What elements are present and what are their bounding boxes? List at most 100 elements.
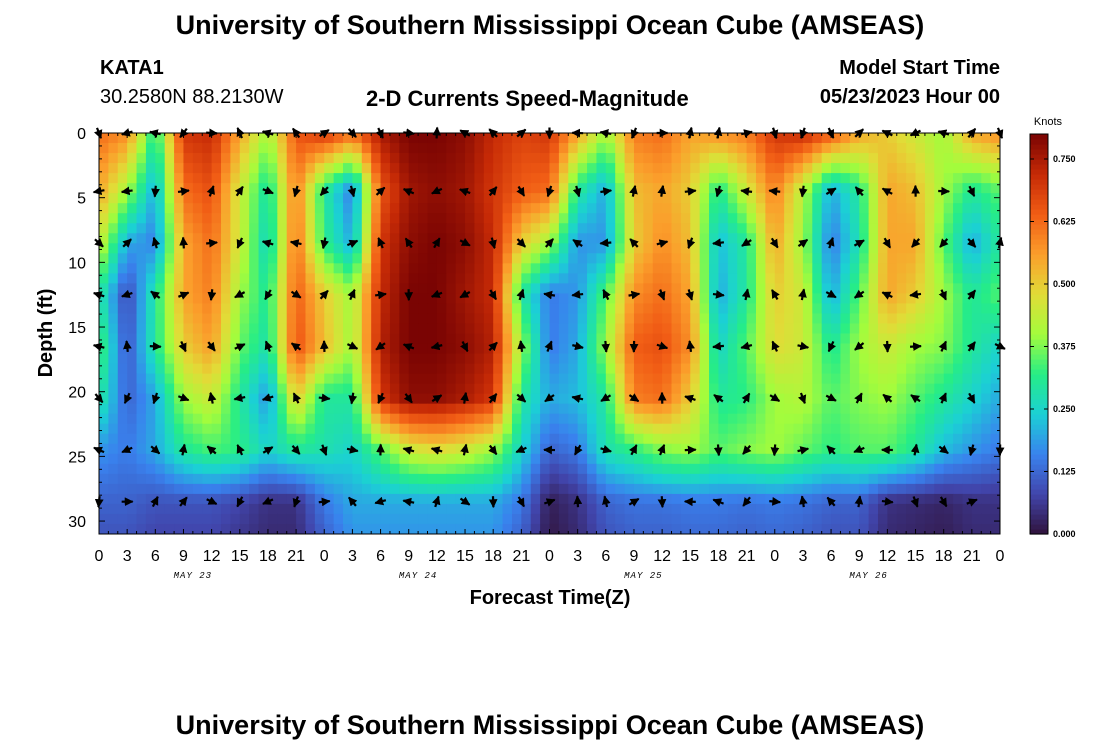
heatmap-cell [99,363,109,375]
heatmap-cell [821,413,832,425]
heatmap-cell [587,413,598,425]
heatmap-cell [305,333,316,345]
heatmap-cell [465,513,476,525]
heatmap-cell [305,423,316,435]
x-tick-label: 21 [738,548,756,565]
heatmap-cell [361,503,372,515]
heatmap-cell [136,283,147,294]
heatmap-cell [896,183,907,194]
heatmap-cell [511,153,522,164]
heatmap-cell [793,403,804,415]
colorbar-swatch [1030,174,1048,180]
heatmap-cell [380,423,391,435]
heatmap-cell [558,363,569,375]
heatmap-cell [784,353,795,365]
heatmap-cell [145,413,156,425]
heatmap-cell [493,443,504,455]
heatmap-cell [737,343,748,355]
heatmap-cell [568,483,579,495]
heatmap-cell [277,503,288,515]
heatmap-cell [877,133,888,144]
heatmap-cell [887,133,898,144]
heatmap-cell [587,293,598,305]
heatmap-cell [981,483,992,495]
heatmap-cell [371,223,382,234]
heatmap-cell [117,333,128,345]
heatmap-cell [906,283,917,294]
heatmap-cell [108,163,119,174]
heatmap-cell [192,343,203,355]
heatmap-cell [455,213,466,224]
current-arrow [713,444,723,457]
colorbar-swatch [1030,234,1048,240]
heatmap-cell [924,153,935,164]
heatmap-cell [408,373,419,385]
heatmap-cell [915,283,926,294]
heatmap-cell [380,153,391,164]
heatmap-cell [474,513,485,525]
heatmap-cell [831,413,842,425]
heatmap-cell [680,453,691,465]
heatmap-cell [774,143,785,154]
heatmap-cell [887,413,898,425]
heatmap-cell [530,323,541,335]
current-arrow [601,340,611,353]
heatmap-cell [296,473,307,485]
heatmap-cell [746,463,757,475]
heatmap-cell [549,263,560,274]
heatmap-cell [981,383,992,395]
heatmap-cell [474,343,485,355]
heatmap-cell [258,433,269,445]
heatmap-cell [924,393,935,405]
heatmap-cell [633,163,644,174]
heatmap-cell [718,423,729,435]
current-arrow [798,288,807,301]
heatmap-cell [427,293,438,305]
heatmap-cell [859,203,870,214]
heatmap-cell [108,323,119,335]
heatmap-cell [577,343,588,355]
heatmap-cell [662,473,673,485]
heatmap-cell [981,313,992,325]
heatmap-cell [239,513,250,525]
heatmap-cell [774,303,785,315]
heatmap-cell [737,253,748,264]
heatmap-cell [352,143,363,154]
heatmap-cell [718,273,729,284]
heatmap-cell [183,513,194,525]
heatmap-cell [202,143,213,154]
heatmap-cell [821,343,832,355]
heatmap-cell [868,193,879,204]
heatmap-cell [812,393,823,405]
heatmap-cell [746,353,757,365]
heatmap-cell [596,463,607,475]
heatmap-cell [324,173,335,184]
colorbar-tick-label: 0.125 [1053,467,1076,477]
heatmap-cell [127,343,138,355]
heatmap-cell [784,173,795,184]
heatmap-cell [427,463,438,475]
heatmap-cell [859,223,870,234]
current-arrow [939,238,949,248]
heatmap-cell [802,493,813,505]
heatmap-cell [840,183,851,194]
heatmap-cell [596,333,607,345]
heatmap-cell [887,303,898,315]
heatmap-cell [896,343,907,355]
heatmap-cell [709,183,720,194]
heatmap-cell [221,183,231,194]
heatmap-cell [127,173,138,184]
heatmap-cell [784,243,795,254]
heatmap-cell [652,513,663,525]
heatmap-cell [389,213,400,224]
heatmap-cell [258,453,269,465]
heatmap-cell [953,243,964,254]
heatmap-cell [896,243,907,254]
heatmap-cell [436,293,447,305]
heatmap-cell [361,393,372,405]
heatmap-cell [436,163,447,174]
heatmap-cell [615,463,626,475]
heatmap-cell [117,313,128,325]
heatmap-cell [633,493,644,505]
heatmap-cell [633,333,644,345]
